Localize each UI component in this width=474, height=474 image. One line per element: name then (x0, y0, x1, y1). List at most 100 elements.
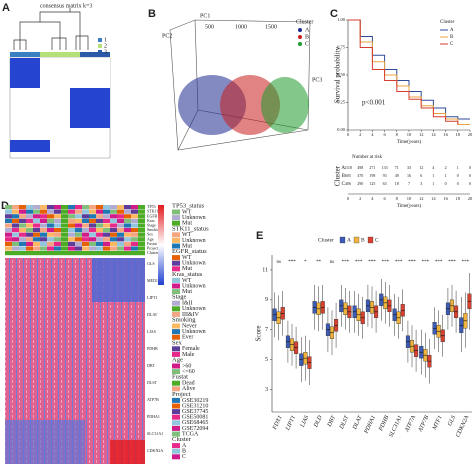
x-tick-label: 6 (383, 196, 386, 201)
x-axis-label: Time(years) (397, 140, 422, 145)
y-tick-label: 3 (265, 387, 268, 393)
dendrogram (13, 8, 89, 50)
annotation-cell (138, 251, 145, 256)
annotation-cell (54, 246, 61, 251)
risk-count: 370 (357, 173, 363, 178)
annotation-cell (89, 232, 96, 237)
matrix-block (70, 88, 110, 128)
legend-label: Unknown (182, 329, 206, 335)
annotation-label: Cluster (147, 250, 159, 255)
matrix-block (10, 140, 50, 152)
annotation-cell (26, 205, 33, 210)
annotation-cell (19, 228, 26, 233)
annotation-cell (96, 232, 103, 237)
legend-swatch (172, 380, 180, 386)
annotation-cell (5, 232, 12, 237)
risk-count: 406 (345, 181, 351, 186)
annotation-cell (103, 228, 110, 233)
annotation-cell (124, 228, 131, 233)
annotation-cell (103, 218, 110, 223)
annotation-cell (124, 241, 131, 246)
legend-swatch (172, 397, 180, 403)
annotation-cell (12, 237, 19, 242)
annotation-cell (82, 237, 89, 242)
annotation-cell (47, 205, 54, 210)
risk-count: 133 (382, 165, 388, 170)
y-tick-label: 0.50 (337, 72, 346, 77)
annotation-cell (68, 209, 75, 214)
x-tick-label: LIAS (299, 415, 310, 429)
significance-label: *** (448, 260, 456, 265)
panel-e: E 3 5 7 9 11 Score Cluster A B Cns FDX1 *** LIPT1 * LIA… (255, 230, 472, 438)
annotation-cell (82, 209, 89, 214)
legend-title: Cluster (172, 436, 192, 443)
annotation-cell (96, 205, 103, 210)
x-tick-label: 20 (468, 132, 473, 137)
annotation-cell (26, 232, 33, 237)
legend-label: WT (182, 278, 192, 284)
y-tick-label: 1.00 (337, 17, 346, 22)
annotation-cell (82, 246, 89, 251)
annotation-cell (131, 214, 138, 219)
annotation-cell (89, 251, 96, 256)
annotation-cell (61, 228, 68, 233)
legend-label: C (375, 237, 379, 243)
gene-label: LIAS (147, 329, 156, 334)
annotation-cell (68, 232, 75, 237)
risk-count: 1 (457, 165, 459, 170)
axis-tick-label: 500 (205, 24, 214, 30)
gene-label: PDHB (147, 346, 158, 351)
cluster-bar (10, 52, 40, 57)
annotation-cell (117, 228, 124, 233)
annotation-cell (82, 214, 89, 219)
matrix-block (10, 58, 40, 88)
y-tick-label: 5 (265, 357, 268, 363)
legend-swatch (172, 351, 180, 357)
annotation-cell (26, 209, 33, 214)
legend-swatch (172, 283, 180, 289)
annotation-cell (138, 232, 145, 237)
x-tick-label: 6 (383, 132, 386, 137)
annotation-cell (33, 214, 40, 219)
annotation-cell (5, 214, 12, 219)
annotation-cell (124, 223, 131, 228)
annotation-cell (5, 228, 12, 233)
y-axis-label: Survival probability (334, 46, 342, 103)
legend-swatch (172, 300, 180, 306)
gene-label: PDHA1 (147, 414, 160, 419)
annotation-cell (54, 237, 61, 242)
legend-title: Cluster (296, 19, 313, 25)
legend-swatch (339, 236, 346, 244)
annotation-cell (26, 251, 33, 256)
annotation-cell (5, 223, 12, 228)
annotation-cell (131, 246, 138, 251)
annotation-cell (96, 218, 103, 223)
annotation-cell (12, 241, 19, 246)
annotation-cell (131, 205, 138, 210)
legend-swatch (172, 443, 180, 449)
annotation-cell (47, 209, 54, 214)
legend-swatch (172, 334, 180, 340)
legend-label: Mut (182, 221, 192, 227)
y-tick-label: 0.25 (337, 100, 346, 105)
risk-count: 0 (457, 181, 459, 186)
y-axis-label: Cluster (334, 165, 342, 186)
legend-swatch (172, 260, 180, 266)
x-tick-label: 4 (371, 132, 374, 137)
annotation-cell (96, 228, 103, 233)
y-tick-label: 11 (262, 267, 268, 273)
legend-title: Smoking (172, 316, 196, 323)
y-tick-label: 0.00 (337, 127, 346, 132)
annotation-cell (19, 237, 26, 242)
annotation-cell (75, 223, 82, 228)
annotation-cell (54, 228, 61, 233)
annotation-label: STK11 (147, 209, 158, 214)
gene-label: ATP7B (147, 397, 159, 402)
annotation-cell (110, 218, 117, 223)
legend-swatch (172, 363, 180, 369)
legend-swatch (172, 311, 180, 317)
legend-label: WT (182, 232, 192, 238)
legend-swatch (172, 306, 180, 312)
annotation-cell (61, 214, 68, 219)
legend-swatch (172, 243, 180, 249)
